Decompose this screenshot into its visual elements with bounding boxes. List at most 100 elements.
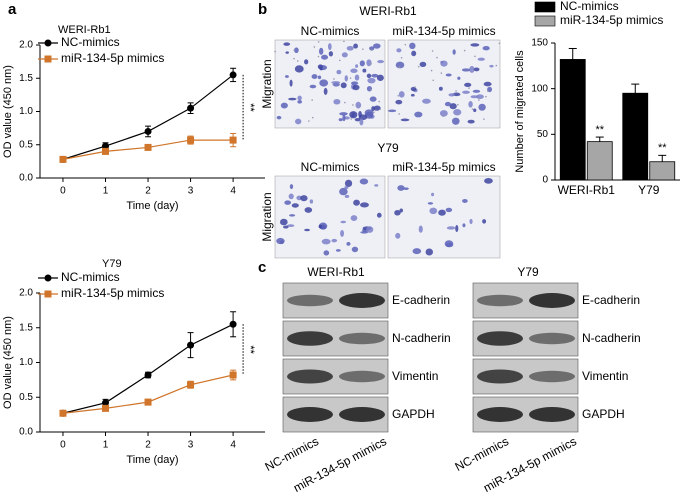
pore [471, 108, 474, 110]
cell [369, 46, 375, 51]
pore [378, 100, 381, 103]
pore [311, 99, 313, 101]
cell [444, 240, 454, 248]
chart-title: Y79 [102, 258, 122, 270]
cell [398, 91, 405, 98]
marker [102, 404, 110, 412]
pore [352, 104, 354, 106]
band [529, 332, 575, 345]
pore [430, 69, 433, 72]
cell [462, 90, 470, 94]
row-label: Migration [260, 192, 274, 241]
marker [187, 381, 195, 389]
pore [463, 49, 466, 52]
pore [498, 42, 501, 45]
cell [373, 43, 381, 49]
pore [362, 48, 364, 50]
legend-label: NC-mimics [61, 270, 120, 284]
y-tick-label: 0.0 [19, 173, 33, 184]
cell [483, 81, 492, 87]
cell [284, 75, 289, 78]
pore [373, 111, 375, 114]
x-tick-label: 1 [103, 186, 109, 197]
band [287, 294, 333, 307]
cell [452, 49, 456, 55]
cell [359, 202, 369, 208]
lane-label: NC-mimics [453, 434, 511, 474]
pore [308, 120, 310, 122]
cell [340, 82, 347, 89]
marker [229, 71, 237, 79]
y-tick-label: 1.5 [19, 322, 33, 333]
cell [470, 43, 480, 47]
pore [468, 87, 470, 89]
cell [453, 109, 462, 116]
micrograph [274, 175, 386, 259]
x-tick-label: 2 [145, 186, 151, 197]
cell [276, 115, 282, 120]
cell [317, 75, 322, 80]
cell [291, 203, 299, 208]
pore [374, 109, 377, 112]
cell [318, 47, 324, 55]
y-tick-label: 0.5 [19, 139, 33, 150]
cell [482, 219, 487, 224]
marker [144, 371, 152, 379]
cell [283, 42, 291, 46]
panel-label: a [8, 1, 17, 18]
cell [288, 97, 297, 101]
cell [300, 195, 308, 202]
band [477, 407, 523, 422]
pore [398, 66, 401, 68]
cell [484, 177, 493, 184]
cell [451, 117, 460, 125]
cell [304, 207, 313, 213]
y-tick-label: 0 [542, 175, 548, 186]
pore [338, 59, 341, 62]
cell [446, 226, 456, 230]
legend-swatch [534, 15, 556, 27]
protein-label: E-cadherin [582, 293, 640, 307]
band [529, 370, 575, 383]
cell [351, 246, 359, 253]
column-label: NC-mimics [301, 160, 360, 174]
cell [350, 68, 358, 74]
cell [352, 84, 360, 91]
cell [336, 69, 342, 75]
cell [388, 109, 397, 113]
marker [102, 399, 110, 407]
cell [289, 214, 296, 217]
cell [349, 111, 358, 119]
pore [431, 50, 434, 52]
cell [331, 81, 341, 84]
error-bar [595, 136, 604, 142]
y-tick-label: 150 [531, 38, 548, 49]
row-label: Migration [260, 59, 274, 108]
x-tick-label: 3 [188, 440, 194, 451]
cell [297, 100, 303, 104]
y-tick-label: 1.0 [19, 357, 33, 368]
cell [340, 229, 345, 237]
y-axis-label: OD value (450 nm) [2, 316, 14, 409]
cell [331, 238, 338, 243]
cell [366, 85, 373, 92]
cell [438, 209, 446, 216]
pore [370, 49, 373, 52]
cell [294, 47, 299, 54]
cell [400, 118, 410, 122]
legend-marker [44, 274, 52, 282]
cell [304, 59, 309, 65]
cell [294, 118, 302, 125]
cell [373, 105, 381, 111]
cell [321, 54, 329, 60]
marker [102, 147, 110, 155]
x-tick-label: Y79 [638, 183, 660, 197]
marker [187, 104, 195, 112]
x-tick-label: 4 [230, 186, 236, 197]
pore [478, 99, 480, 101]
cell [354, 117, 361, 122]
cell [297, 95, 302, 101]
x-tick-label: 0 [60, 440, 66, 451]
cell [472, 89, 481, 93]
pore [404, 43, 407, 46]
